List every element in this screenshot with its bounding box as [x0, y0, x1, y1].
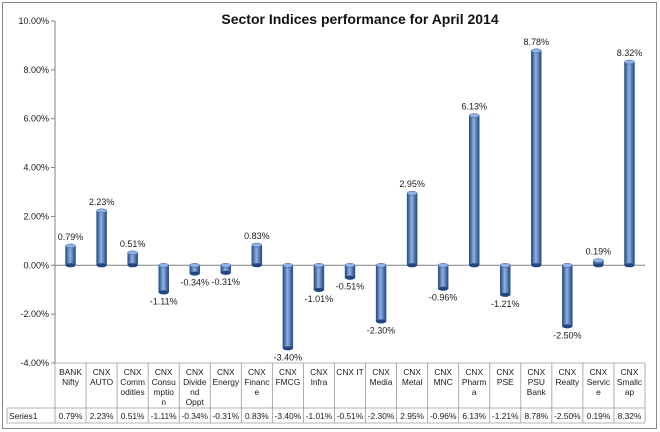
- data-label: -0.96%: [429, 293, 458, 303]
- data-label: 0.83%: [244, 231, 270, 241]
- data-label: -2.30%: [367, 325, 396, 335]
- table-value: 0.79%: [59, 411, 83, 421]
- bar: [469, 113, 480, 268]
- bar-chart: Sector Indices performance for April 201…: [6, 11, 646, 424]
- category-label: CNX FMCG: [276, 367, 301, 387]
- data-label: 6.13%: [461, 102, 487, 112]
- data-label: -1.11%: [150, 296, 178, 306]
- table-value: 6.13%: [462, 411, 486, 421]
- bar: [127, 250, 138, 268]
- table-value: -1.11%: [151, 411, 177, 421]
- data-label: 8.78%: [524, 37, 550, 47]
- bar: [437, 263, 449, 291]
- table-value: -3.40%: [275, 411, 302, 421]
- category-label: CNX MNC: [434, 367, 453, 387]
- series-name: Series1: [9, 411, 38, 421]
- category-label: CNX Pharm a: [462, 367, 487, 397]
- table-value: 0.83%: [245, 411, 269, 421]
- bar: [562, 263, 573, 329]
- data-labels: 0.79% 2.23% 0.51% -1.11%-0.34% -0.31% 0.83% -3…: [58, 37, 642, 363]
- category-label: CNX Smallc ap: [617, 367, 642, 397]
- data-label: -0.51%: [336, 282, 365, 292]
- bar: [624, 59, 635, 268]
- y-tick-label: -4.00%: [20, 358, 49, 368]
- data-label: 2.95%: [399, 179, 425, 189]
- y-tick-label: 8.00%: [23, 65, 49, 75]
- bar-series: [65, 48, 635, 351]
- category-label: CNX Comm odities: [120, 367, 145, 397]
- bar: [189, 263, 200, 276]
- table-value: 8.32%: [618, 411, 642, 421]
- table-value: -2.50%: [554, 411, 581, 421]
- category-label: CNX Realty: [555, 367, 580, 387]
- data-label: -1.21%: [491, 299, 520, 309]
- bar: [344, 263, 356, 280]
- data-label: -1.01%: [305, 294, 334, 304]
- category-label: CNX PSE: [496, 367, 514, 387]
- data-label: 0.51%: [120, 239, 146, 249]
- table-value: 8.78%: [524, 411, 548, 421]
- category-label: CNX Infra: [310, 367, 328, 387]
- y-tick-label: 10.00%: [18, 16, 49, 26]
- category-label: CNX AUTO: [90, 367, 114, 387]
- table-value: -0.51%: [337, 411, 364, 421]
- data-label: -0.31%: [212, 277, 241, 287]
- bar: [158, 263, 169, 295]
- data-label: 0.79%: [58, 232, 84, 242]
- table-value: -0.96%: [430, 411, 457, 421]
- y-tick-label: 6.00%: [23, 114, 49, 124]
- category-label: CNX Servic e: [587, 367, 610, 397]
- data-label: -0.34%: [180, 278, 209, 288]
- table-value: -0.31%: [213, 411, 240, 421]
- category-label: CNX Media: [370, 367, 393, 387]
- category-label: CNX Divide nd Oppt: [183, 367, 207, 407]
- y-tick-label: 2.00%: [23, 211, 49, 221]
- bar: [251, 242, 263, 268]
- y-tick-label: 0.00%: [23, 260, 49, 270]
- table-value: -0.34%: [181, 411, 208, 421]
- table-value: 2.23%: [90, 411, 114, 421]
- data-label: -3.40%: [274, 352, 303, 362]
- bar: [531, 48, 542, 268]
- bar: [313, 263, 325, 292]
- category-label: CNX Metal: [402, 367, 423, 387]
- table-value: 0.51%: [121, 411, 145, 421]
- bar: [65, 243, 76, 268]
- y-tick-label: 4.00%: [23, 163, 49, 173]
- table-value: 2.95%: [400, 411, 424, 421]
- chart-title: Sector Indices performance for April 201…: [221, 11, 498, 27]
- y-axis: -4.00% -2.00% 0.00% 2.00% 4.00% 6.00% 8.00% 10.…: [18, 16, 645, 368]
- data-label: -2.50%: [553, 330, 582, 340]
- table-value: -2.30%: [368, 411, 395, 421]
- table-value: 0.19%: [587, 411, 611, 421]
- bar: [375, 263, 387, 324]
- category-label: CNX Financ e: [244, 367, 269, 397]
- category-label: BANK Nifty: [59, 367, 82, 387]
- bar: [282, 263, 294, 351]
- table-value: -1.01%: [306, 411, 333, 421]
- table-value: -1.21%: [492, 411, 519, 421]
- data-label: 0.19%: [586, 247, 612, 257]
- bar: [96, 208, 107, 268]
- category-label: CNX PSU Bank: [527, 367, 547, 397]
- bar: [500, 263, 511, 297]
- data-table: BANK Nifty CNX AUTO CNX Comm odities CNX Consu mp…: [6, 362, 646, 424]
- data-label: 8.32%: [617, 48, 643, 58]
- bar: [406, 191, 418, 268]
- category-label: CNX Energy: [213, 367, 240, 387]
- bar: [593, 258, 604, 268]
- data-label: 2.23%: [89, 197, 115, 207]
- y-tick-label: -2.00%: [20, 309, 49, 319]
- bar: [220, 263, 231, 275]
- category-label: CNX IT: [336, 367, 363, 377]
- category-label: CNX Consu mptio n: [152, 367, 177, 407]
